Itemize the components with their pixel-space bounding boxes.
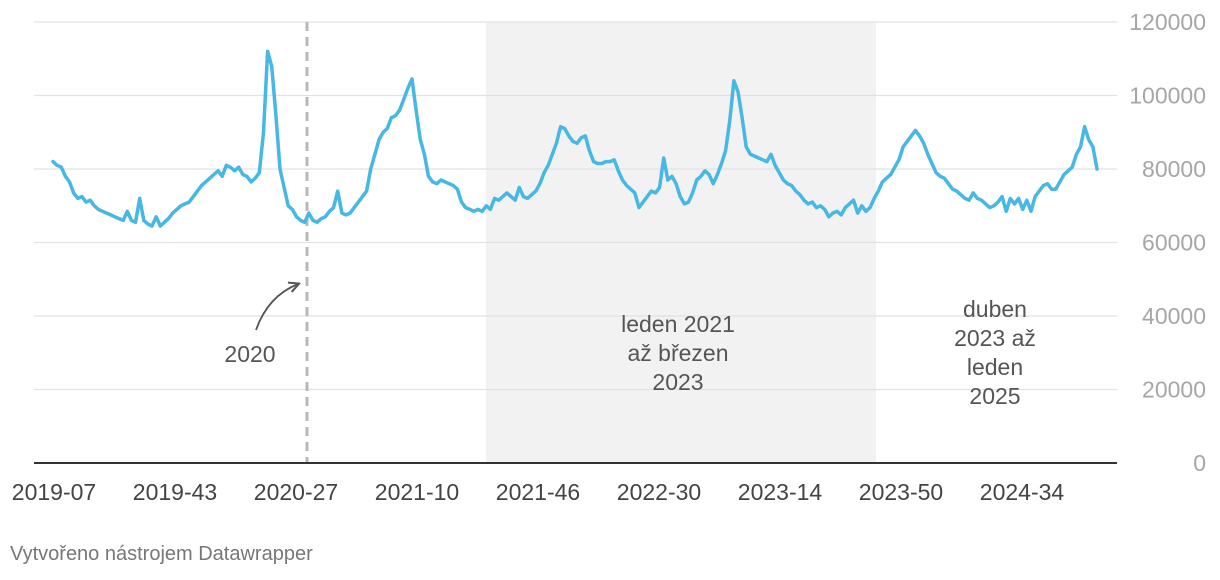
footer-credit: Vytvořeno nástrojem Datawrapper: [10, 543, 313, 565]
gridlines: [34, 21, 1117, 391]
x-tick-label: 2023-14: [738, 479, 823, 505]
x-tick-label: 2022-30: [617, 479, 701, 505]
y-tick-label: 0: [1193, 450, 1206, 476]
line-chart: 0 20000 40000 60000 80000 100000 120000 2019-0…: [12, 9, 1206, 505]
y-tick-label: 120000: [1129, 9, 1206, 35]
annotation-arrow: [255, 284, 298, 331]
x-tick-label: 2019-07: [12, 479, 96, 505]
annotation-2020: 2020: [224, 341, 275, 367]
x-tick-label: 2024-34: [980, 479, 1065, 505]
annotation-shaded-period: leden 2021 až březen 2023: [621, 311, 735, 395]
y-axis: 0 20000 40000 60000 80000 100000 120000: [1129, 9, 1206, 476]
x-tick-label: 2023-50: [859, 479, 943, 505]
x-axis: 2019-07 2019-43 2020-27 2021-10 2021-46 2022-…: [12, 479, 1065, 505]
y-tick-label: 80000: [1142, 156, 1206, 182]
x-tick-label: 2021-46: [496, 479, 580, 505]
x-tick-label: 2019-43: [133, 479, 217, 505]
annotation-last-period: duben 2023 až leden 2025: [954, 296, 1036, 409]
x-tick-label: 2020-27: [254, 479, 338, 505]
y-tick-label: 40000: [1142, 303, 1206, 329]
series-line: [51, 49, 1099, 228]
y-tick-label: 100000: [1129, 83, 1206, 109]
y-tick-label: 20000: [1142, 377, 1206, 403]
y-tick-label: 60000: [1142, 230, 1206, 256]
x-tick-label: 2021-10: [375, 479, 459, 505]
